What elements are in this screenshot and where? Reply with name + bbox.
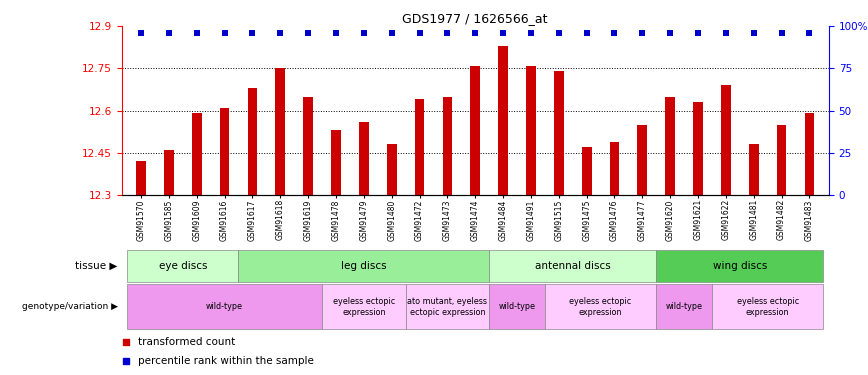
- Bar: [127, 284, 322, 329]
- Bar: [694, 102, 703, 195]
- Bar: [545, 284, 656, 329]
- Bar: [192, 114, 201, 195]
- Bar: [805, 114, 814, 195]
- Bar: [443, 97, 452, 195]
- Bar: [303, 97, 313, 195]
- Bar: [582, 147, 591, 195]
- Bar: [405, 284, 490, 329]
- Bar: [359, 122, 369, 195]
- Text: eyeless ectopic
expression: eyeless ectopic expression: [332, 297, 395, 316]
- Text: wing discs: wing discs: [713, 261, 767, 271]
- Text: leg discs: leg discs: [341, 261, 386, 271]
- Bar: [656, 284, 712, 329]
- Bar: [136, 161, 146, 195]
- Bar: [749, 144, 759, 195]
- Text: wild-type: wild-type: [666, 302, 702, 311]
- Text: wild-type: wild-type: [498, 302, 536, 311]
- Text: eyeless ectopic
expression: eyeless ectopic expression: [737, 297, 799, 316]
- Text: wild-type: wild-type: [206, 302, 243, 311]
- Text: genotype/variation ▶: genotype/variation ▶: [22, 302, 118, 311]
- Bar: [777, 124, 786, 195]
- Bar: [637, 124, 648, 195]
- Bar: [164, 150, 174, 195]
- Bar: [609, 142, 620, 195]
- Bar: [554, 71, 563, 195]
- Text: antennal discs: antennal discs: [535, 261, 610, 271]
- Title: GDS1977 / 1626566_at: GDS1977 / 1626566_at: [403, 12, 548, 25]
- Text: tissue ▶: tissue ▶: [76, 261, 118, 271]
- Bar: [721, 86, 731, 195]
- Bar: [490, 284, 545, 329]
- Bar: [322, 284, 405, 329]
- Bar: [712, 284, 824, 329]
- Bar: [239, 250, 490, 282]
- Bar: [220, 108, 229, 195]
- Bar: [331, 130, 341, 195]
- Bar: [470, 66, 480, 195]
- Bar: [247, 88, 257, 195]
- Text: eyeless ectopic
expression: eyeless ectopic expression: [569, 297, 632, 316]
- Bar: [526, 66, 536, 195]
- Text: eye discs: eye discs: [159, 261, 207, 271]
- Bar: [665, 97, 675, 195]
- Bar: [387, 144, 397, 195]
- Text: ato mutant, eyeless
ectopic expression: ato mutant, eyeless ectopic expression: [407, 297, 487, 316]
- Bar: [490, 250, 656, 282]
- Bar: [127, 250, 239, 282]
- Bar: [498, 46, 508, 195]
- Bar: [275, 69, 286, 195]
- Text: transformed count: transformed count: [138, 337, 235, 347]
- Text: percentile rank within the sample: percentile rank within the sample: [138, 356, 314, 366]
- Bar: [415, 99, 424, 195]
- Bar: [656, 250, 824, 282]
